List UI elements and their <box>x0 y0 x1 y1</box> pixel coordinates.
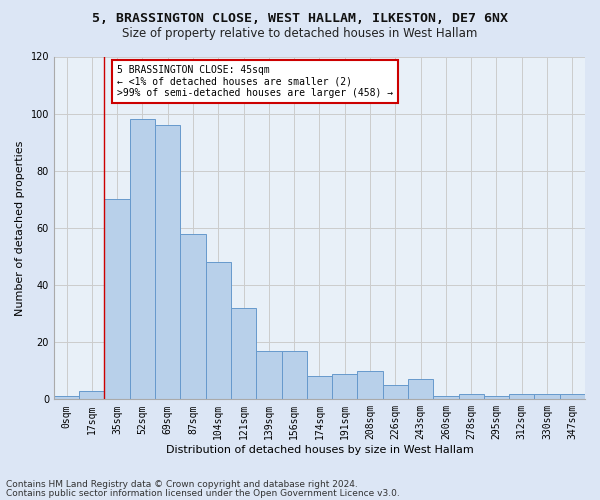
Bar <box>206 262 231 400</box>
Bar <box>79 391 104 400</box>
Bar <box>231 308 256 400</box>
Bar <box>433 396 458 400</box>
Text: Contains public sector information licensed under the Open Government Licence v3: Contains public sector information licen… <box>6 488 400 498</box>
Bar <box>281 351 307 400</box>
Bar <box>383 385 408 400</box>
Bar <box>484 396 509 400</box>
Bar <box>458 394 484 400</box>
Bar <box>408 380 433 400</box>
Bar <box>358 371 383 400</box>
Bar <box>155 125 181 400</box>
Bar <box>535 394 560 400</box>
Text: Size of property relative to detached houses in West Hallam: Size of property relative to detached ho… <box>122 28 478 40</box>
X-axis label: Distribution of detached houses by size in West Hallam: Distribution of detached houses by size … <box>166 445 473 455</box>
Text: 5 BRASSINGTON CLOSE: 45sqm
← <1% of detached houses are smaller (2)
>99% of semi: 5 BRASSINGTON CLOSE: 45sqm ← <1% of deta… <box>117 65 393 98</box>
Bar <box>54 396 79 400</box>
Bar <box>560 394 585 400</box>
Bar <box>256 351 281 400</box>
Text: Contains HM Land Registry data © Crown copyright and database right 2024.: Contains HM Land Registry data © Crown c… <box>6 480 358 489</box>
Bar <box>509 394 535 400</box>
Text: 5, BRASSINGTON CLOSE, WEST HALLAM, ILKESTON, DE7 6NX: 5, BRASSINGTON CLOSE, WEST HALLAM, ILKES… <box>92 12 508 26</box>
Y-axis label: Number of detached properties: Number of detached properties <box>15 140 25 316</box>
Bar <box>130 120 155 400</box>
Bar <box>104 200 130 400</box>
Bar <box>181 234 206 400</box>
Bar <box>332 374 358 400</box>
Bar <box>307 376 332 400</box>
